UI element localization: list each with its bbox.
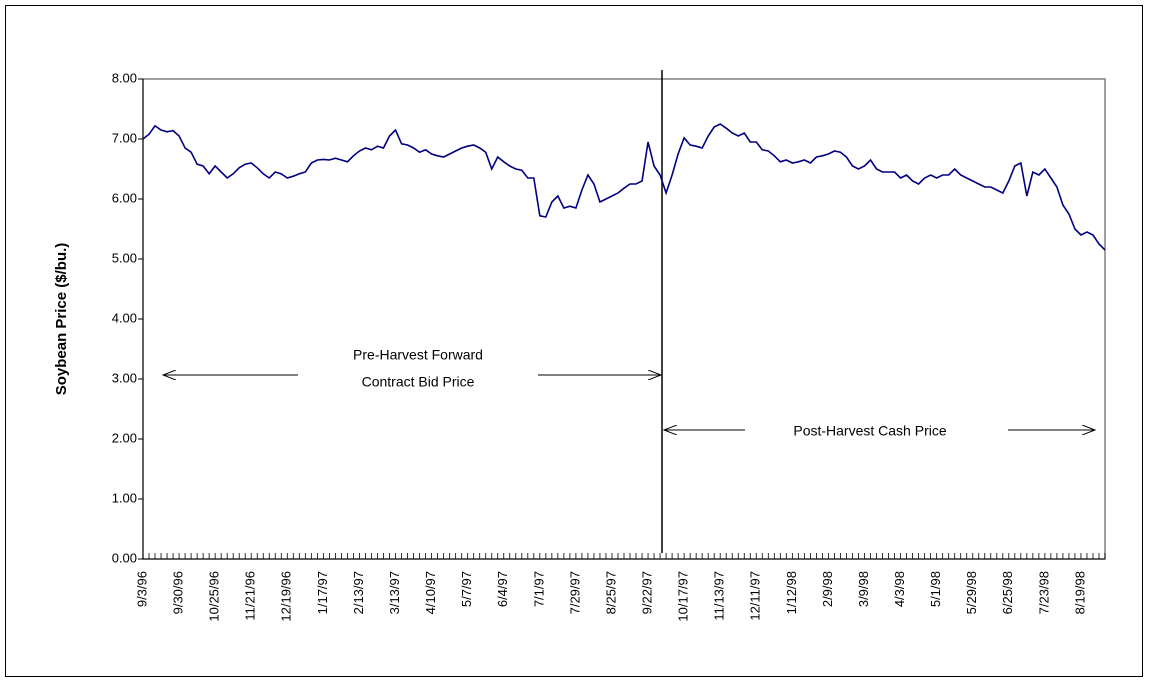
y-tick-label: 8.00 — [112, 70, 137, 85]
x-tick-label: 5/29/98 — [964, 571, 979, 614]
x-tick-label: 2/9/98 — [820, 571, 835, 607]
x-tick-label: 9/30/96 — [171, 571, 186, 614]
x-tick-label: 4/10/97 — [423, 571, 438, 614]
y-tick-label: 7.00 — [112, 130, 137, 145]
x-tick-label: 3/9/98 — [856, 571, 871, 607]
x-tick-label: 10/17/97 — [676, 571, 691, 622]
x-tick-label: 7/1/97 — [531, 571, 546, 607]
x-tick-label: 11/13/97 — [712, 571, 727, 621]
annotation: Pre-Harvest Forward — [353, 347, 483, 363]
annotation: Contract Bid Price — [362, 374, 475, 390]
x-tick-label: 5/7/97 — [459, 571, 474, 607]
x-tick-label: 9/22/97 — [639, 571, 654, 614]
x-tick-label: 5/1/98 — [928, 571, 943, 607]
x-tick-label: 10/25/96 — [207, 571, 222, 622]
x-tick-label: 8/19/98 — [1072, 571, 1087, 614]
y-tick-label: 0.00 — [112, 550, 137, 565]
y-tick-label: 4.00 — [112, 310, 137, 325]
y-tick-label: 2.00 — [112, 430, 137, 445]
y-axis-label: Soybean Price ($/bu.) — [53, 243, 70, 396]
x-tick-label: 7/29/97 — [567, 571, 582, 614]
x-tick-label: 12/19/96 — [279, 571, 294, 622]
y-tick-label: 1.00 — [112, 490, 137, 505]
x-tick-label: 2/13/97 — [351, 571, 366, 614]
y-tick-label: 6.00 — [112, 190, 137, 205]
x-tick-label: 7/23/98 — [1036, 571, 1051, 614]
x-tick-label: 9/3/96 — [134, 571, 149, 607]
x-tick-label: 8/25/97 — [603, 571, 618, 614]
x-tick-label: 4/3/98 — [892, 571, 907, 607]
x-tick-label: 12/11/97 — [748, 571, 763, 621]
line-series — [142, 123, 1106, 251]
y-tick-label: 3.00 — [112, 370, 137, 385]
x-tick-label: 3/13/97 — [387, 571, 402, 614]
x-tick-label: 11/21/96 — [243, 571, 258, 621]
x-tick-label: 1/12/98 — [784, 571, 799, 614]
y-tick-label: 5.00 — [112, 250, 137, 265]
annotation: Post-Harvest Cash Price — [793, 423, 946, 439]
x-tick-label: 6/25/98 — [1000, 571, 1015, 614]
x-tick-label: 6/4/97 — [495, 571, 510, 607]
frame — [5, 5, 1143, 677]
x-tick-label: 1/17/97 — [315, 571, 330, 614]
